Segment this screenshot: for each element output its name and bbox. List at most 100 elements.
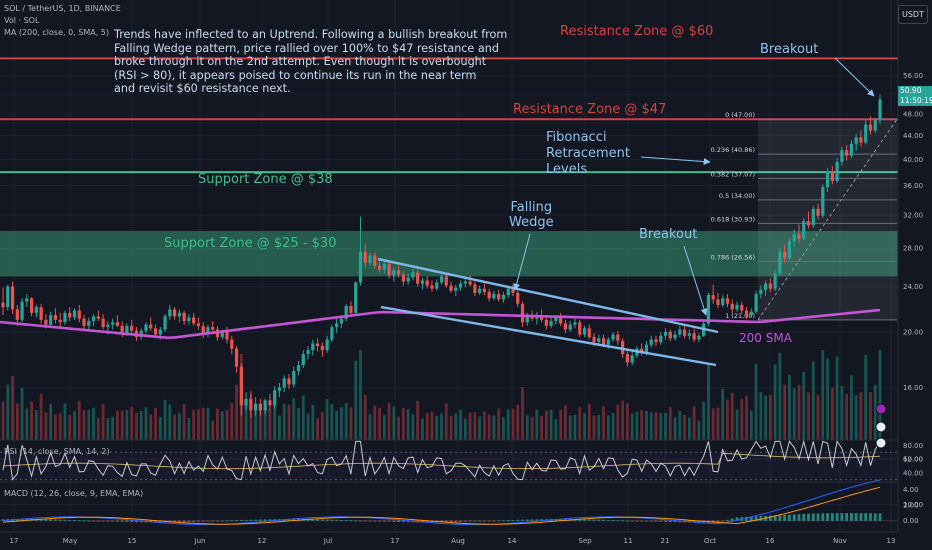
candle-body[interactable] [792,234,796,242]
candle-body[interactable] [382,263,386,270]
candle-body[interactable] [292,371,296,385]
candle-body[interactable] [473,284,477,293]
candle-body[interactable] [611,334,615,340]
candle-body[interactable] [644,344,649,353]
candle-body[interactable] [373,255,377,266]
candle-body[interactable] [525,316,529,323]
candle-body[interactable] [282,378,286,388]
candle-body[interactable] [68,312,72,318]
candle-body[interactable] [497,293,501,300]
candle-body[interactable] [420,280,425,284]
candle-body[interactable] [716,299,720,305]
candle-body[interactable] [520,303,525,323]
candle-body[interactable] [711,295,715,300]
candle-body[interactable] [659,335,663,343]
candle-body[interactable] [835,161,839,181]
candle-body[interactable] [172,309,177,317]
candle-body[interactable] [115,322,119,326]
candle-body[interactable] [177,312,181,317]
candle-body[interactable] [249,398,253,411]
candle-body[interactable] [34,307,38,313]
rsi-panel[interactable] [0,439,932,481]
candle-body[interactable] [621,340,625,355]
candle-body[interactable] [592,337,596,343]
candle-body[interactable] [768,283,772,289]
candle-body[interactable] [821,187,825,216]
candle-body[interactable] [668,332,672,339]
candle-body[interactable] [44,319,48,325]
candle-body[interactable] [663,332,668,336]
candle-body[interactable] [511,288,515,293]
candle-body[interactable] [244,398,248,406]
candle-body[interactable] [573,322,577,325]
time-axis[interactable]: 17 May 15 Jun 12 Jul 17 Aug 14 Sep 11 21 Oct 16 Nov 13 [0,531,932,550]
candle-body[interactable] [678,329,682,335]
candle-body[interactable] [687,333,691,336]
candle-body[interactable] [82,318,86,326]
candle-body[interactable] [254,403,258,411]
candle-body[interactable] [258,403,262,411]
candle-body[interactable] [797,234,801,239]
candle-body[interactable] [516,292,520,304]
candle-body[interactable] [425,280,429,286]
candle-body[interactable] [10,286,15,310]
candle-body[interactable] [697,335,701,340]
candle-body[interactable] [673,334,677,339]
candle-body[interactable] [482,288,486,292]
candle-body[interactable] [730,303,734,310]
candle-body[interactable] [20,301,24,320]
candle-body[interactable] [301,354,305,366]
candle-body[interactable] [397,270,401,275]
candle-body[interactable] [239,366,243,406]
candle-body[interactable] [411,272,415,278]
candle-body[interactable] [344,306,348,319]
candle-body[interactable] [506,288,510,296]
candle-body[interactable] [220,332,224,338]
event-badge[interactable] [875,437,887,449]
candle-body[interactable] [25,298,29,302]
candle-body[interactable] [759,289,763,294]
candle-body[interactable] [196,323,201,326]
candle-body[interactable] [783,251,787,259]
candle-body[interactable] [582,328,587,335]
candle-body[interactable] [149,324,153,329]
volume-label[interactable]: Vol · SOL [4,16,40,25]
candle-body[interactable] [654,339,658,343]
candle-body[interactable] [578,322,582,335]
candle-body[interactable] [392,270,396,276]
candle-body[interactable] [192,317,196,324]
last-price-tag[interactable]: 50.90 11:50:19 [898,86,932,106]
ma-label[interactable]: MA (200, close, 0, SMA, 5) [4,28,110,37]
candle-body[interactable] [787,241,792,259]
candle-body[interactable] [430,285,434,289]
candle-body[interactable] [130,325,134,331]
candle-body[interactable] [363,251,367,263]
candle-body[interactable] [492,293,496,299]
candle-body[interactable] [478,288,482,293]
macd-panel[interactable] [0,479,932,526]
candle-body[interactable] [444,276,448,286]
candle-body[interactable] [91,316,96,322]
candle-body[interactable] [487,291,491,299]
candle-body[interactable] [125,325,129,334]
candle-body[interactable] [816,208,820,216]
macd-label[interactable]: MACD (12, 26, close, 9, EMA, EMA) [4,489,144,498]
candle-body[interactable] [416,272,420,284]
candle-body[interactable] [825,171,830,188]
candle-body[interactable] [454,287,458,291]
candle-body[interactable] [873,120,877,131]
candle-body[interactable] [187,317,191,322]
candle-body[interactable] [101,318,105,328]
candle-body[interactable] [139,330,143,338]
candle-body[interactable] [587,328,591,338]
candle-body[interactable] [854,137,858,144]
candle-body[interactable] [725,298,730,304]
candle-body[interactable] [754,293,758,312]
candle-body[interactable] [878,99,882,121]
candle-body[interactable] [201,325,205,335]
candle-body[interactable] [744,310,749,316]
candle-body[interactable] [682,329,687,336]
candle-body[interactable] [153,328,158,335]
candle-body[interactable] [449,285,453,291]
candle-body[interactable] [401,274,405,282]
